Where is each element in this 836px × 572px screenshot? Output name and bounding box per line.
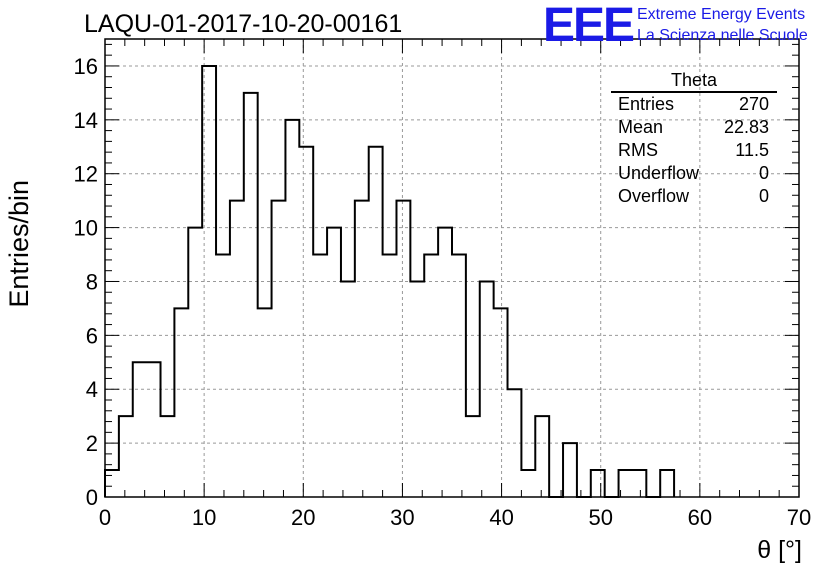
x-tick-label: 10 — [192, 505, 216, 530]
histogram-bars — [104, 64, 676, 498]
stats-box: Theta Entries 270 Mean 22.83 RMS 11.5 Un… — [611, 69, 777, 208]
logo-caption-line2: La Scienza nelle Scuole — [637, 27, 808, 44]
stats-value: 11.5 — [735, 140, 769, 160]
x-tick-label: 40 — [489, 505, 513, 530]
y-tick-label: 8 — [86, 269, 98, 294]
stats-row-overflow: Overflow 0 — [611, 185, 777, 208]
stats-value: 22.83 — [723, 117, 769, 137]
stats-label: Entries — [618, 94, 675, 114]
x-tick-label: 60 — [688, 505, 712, 530]
stats-title: Theta — [611, 69, 777, 93]
x-tick-label: 20 — [291, 505, 315, 530]
y-tick-label: 6 — [86, 323, 98, 348]
y-tick-label: 12 — [74, 162, 98, 187]
y-tick-label: 16 — [74, 54, 98, 79]
stats-label: RMS — [618, 140, 658, 160]
stats-row-rms: RMS 11.5 — [611, 139, 777, 162]
stats-value: 0 — [758, 163, 769, 183]
stats-label: Underflow — [618, 163, 700, 183]
y-tick-label: 10 — [74, 216, 98, 241]
logo-caption: Extreme Energy Events La Scienza nelle S… — [637, 4, 808, 46]
y-tick-label: 0 — [86, 485, 98, 510]
stats-label: Overflow — [618, 186, 690, 206]
x-axis-label: θ [°] — [757, 536, 802, 564]
logo-caption-line1: Extreme Energy Events — [637, 6, 806, 23]
stats-row-underflow: Underflow 0 — [611, 162, 777, 185]
x-tick-label: 0 — [99, 505, 111, 530]
y-tick-label: 4 — [86, 377, 98, 402]
stats-label: Mean — [618, 117, 664, 137]
eee-logo: EEE — [543, 0, 635, 52]
plot-frame — [104, 38, 800, 498]
y-axis-label: Entries/bin — [4, 180, 34, 308]
x-tick-label: 70 — [787, 505, 811, 530]
chart-title: LAQU-01-2017-10-20-00161 — [84, 10, 403, 38]
stats-value: 0 — [758, 186, 769, 206]
y-tick-label: 14 — [74, 108, 98, 133]
x-tick-label: 50 — [588, 505, 612, 530]
stats-value: 270 — [738, 94, 769, 114]
y-tick-label: 2 — [86, 431, 98, 456]
x-tick-label: 30 — [390, 505, 414, 530]
stats-row-mean: Mean 22.83 — [611, 116, 777, 139]
stats-row-entries: Entries 270 — [611, 93, 777, 116]
